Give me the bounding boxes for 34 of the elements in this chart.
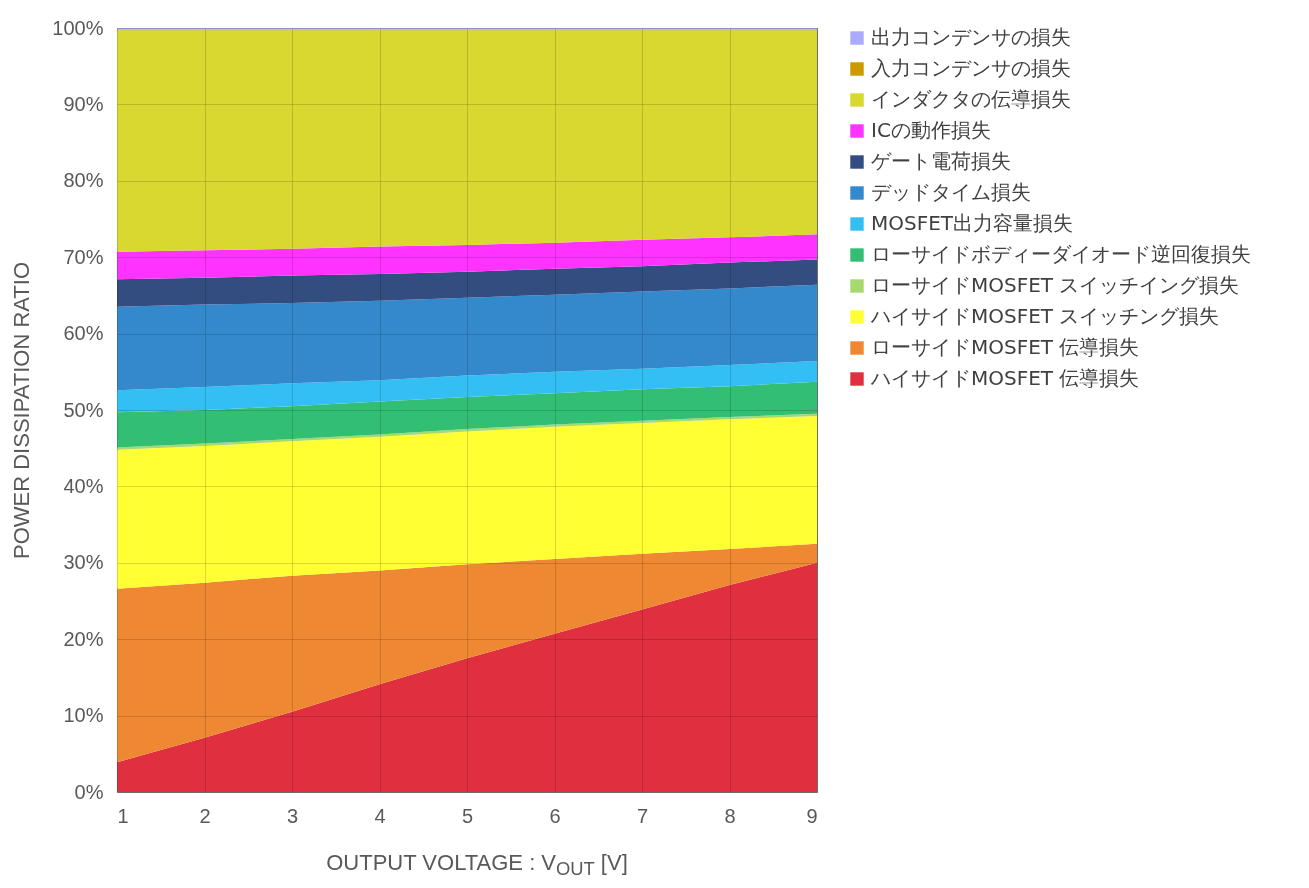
y-axis-title: POWER DISSIPATION RATIO — [9, 261, 35, 560]
legend-label: ハイサイドMOSFET スイッチング損失 — [870, 304, 1220, 328]
x-tick-label: 4 — [374, 804, 386, 827]
x-tick-label: 5 — [461, 804, 474, 827]
y-tick-label: 60% — [63, 322, 104, 345]
legend-label: 入力コンデンサの損失 — [871, 56, 1071, 80]
x-tick-label: 2 — [199, 804, 211, 827]
x-axis-title: OUTPUT VOLTAGE : V$_{OUT}$ [V] — [325, 850, 629, 881]
legend-label: ハイサイドMOSFET 伝導損失 — [870, 366, 1140, 390]
y-tick-label: 30% — [63, 551, 104, 574]
x-tick-label: 8 — [724, 804, 736, 827]
legend-label: ゲート電荷損失 — [871, 149, 1011, 173]
y-tick-label: 70% — [63, 245, 104, 268]
y-tick-label: 90% — [63, 92, 104, 115]
legend-label: 出力コンデンサの損失 — [871, 25, 1071, 49]
legend-label: ローサイドボディーダイオード逆回復損失 — [871, 242, 1251, 266]
x-tick-label: 1 — [117, 804, 129, 827]
legend-label: ICの動作損失 — [871, 118, 991, 142]
legend-label: デッドタイム損失 — [871, 180, 1031, 204]
x-tick-label: 9 — [806, 804, 818, 827]
x-tick-label: 7 — [636, 804, 649, 827]
y-tick-label: 50% — [63, 398, 104, 421]
y-tick-label: 20% — [63, 627, 104, 650]
y-tick-label: 0% — [74, 780, 104, 803]
x-tick-label: 6 — [549, 804, 561, 827]
x-tick-label: 3 — [286, 804, 299, 827]
legend-label: インダクタの伝導損失 — [871, 87, 1071, 111]
y-tick-label: 100% — [52, 16, 104, 39]
y-tick-label: 80% — [63, 169, 104, 192]
legend-label: ローサイドMOSFET スイッチイング損失 — [871, 273, 1240, 297]
legend-label: MOSFET出力容量損失 — [871, 211, 1074, 235]
y-tick-label: 10% — [63, 704, 104, 727]
legend-label: ローサイドMOSFET 伝導損失 — [871, 335, 1140, 359]
y-tick-label: 40% — [63, 474, 104, 497]
